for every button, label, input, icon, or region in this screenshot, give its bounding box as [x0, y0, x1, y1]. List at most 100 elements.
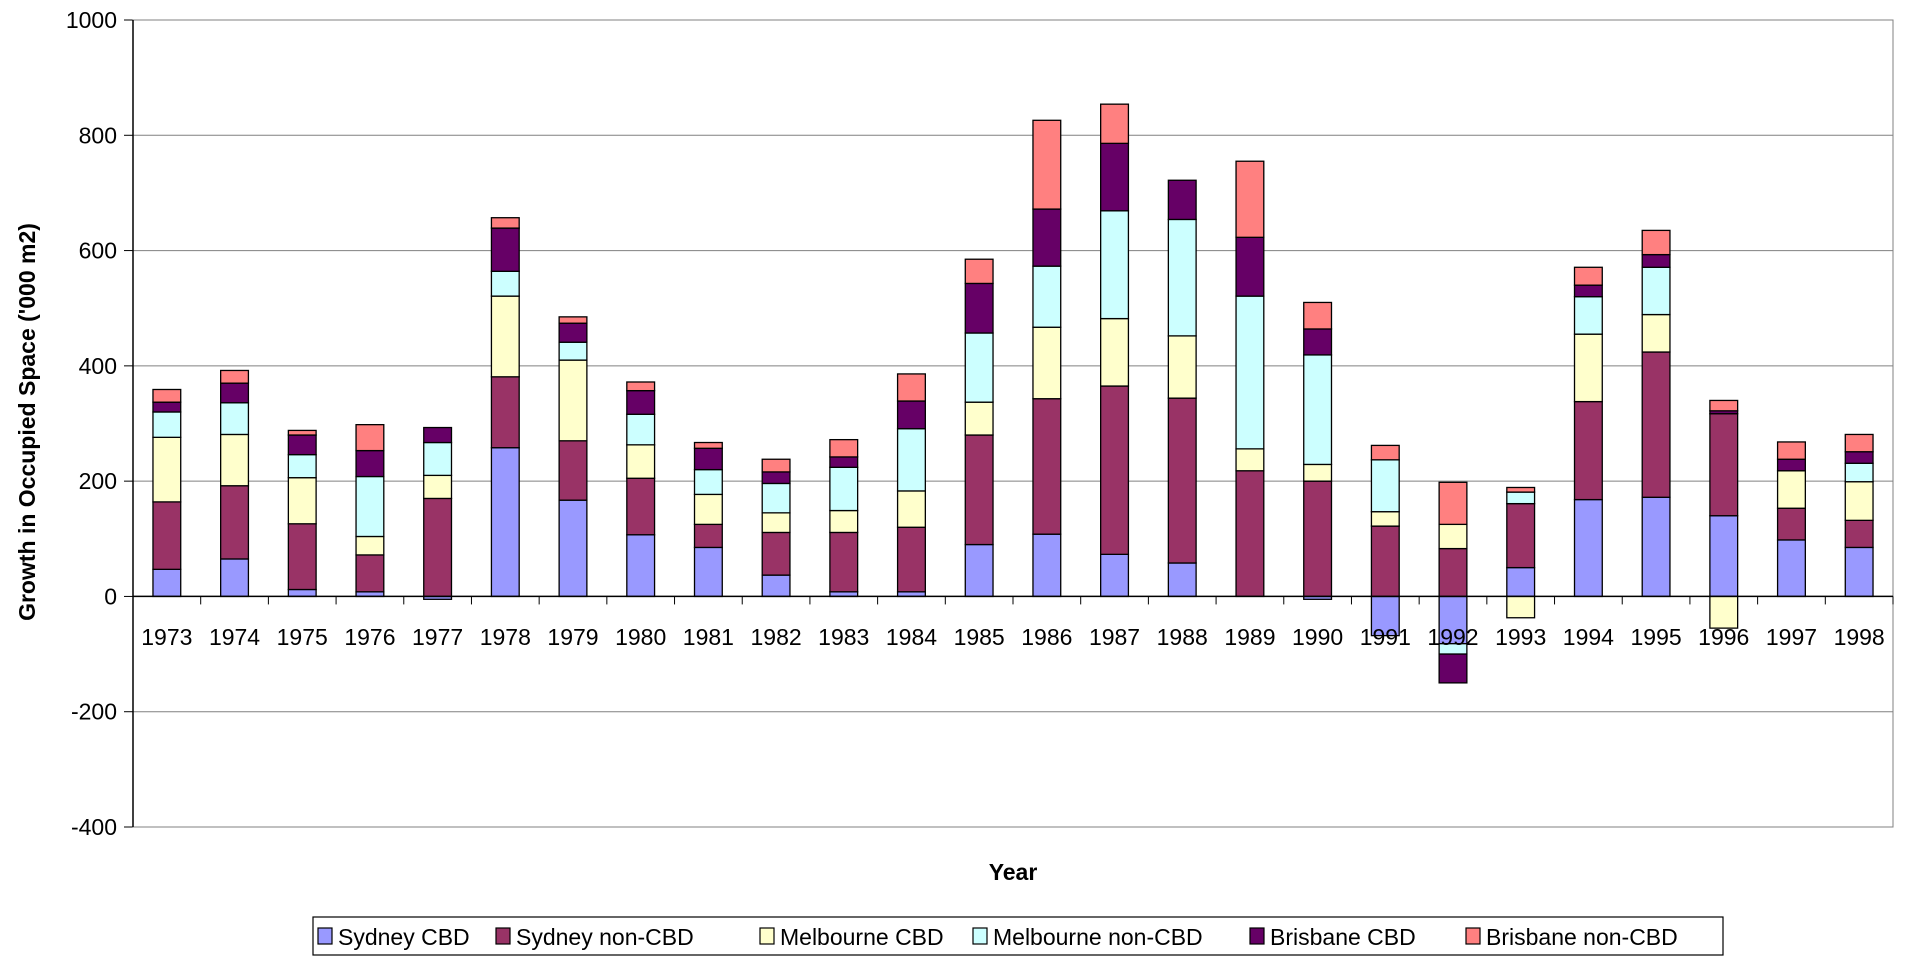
- bar-segment: [1303, 354, 1333, 466]
- legend-label: Brisbane CBD: [1270, 924, 1416, 950]
- bar-segment: [1438, 547, 1468, 598]
- bar-segment: [1032, 398, 1062, 535]
- bar-segment: [1844, 546, 1874, 598]
- bar-segment: [1438, 653, 1468, 684]
- bar-segment: [1235, 236, 1265, 297]
- bar-segment: [626, 477, 656, 536]
- y-tick-label: 0: [104, 583, 117, 609]
- bar-segment: [423, 474, 453, 500]
- bar-segment: [1370, 595, 1400, 637]
- x-tick-label: 1992: [1427, 624, 1478, 650]
- bar-segment: [1709, 413, 1739, 517]
- bar-segment: [1506, 502, 1536, 569]
- y-tick-label: -200: [71, 699, 117, 725]
- x-tick-label: 1995: [1630, 624, 1681, 650]
- bar-segment: [964, 332, 994, 403]
- bar-segment: [1709, 595, 1739, 629]
- bar-segment: [1235, 160, 1265, 238]
- bar-segment: [1032, 119, 1062, 210]
- x-tick-label: 1987: [1089, 624, 1140, 650]
- bar-segment: [1100, 553, 1130, 598]
- x-tick-label: 1998: [1834, 624, 1885, 650]
- bar-segment: [693, 523, 723, 549]
- x-tick-label: 1978: [480, 624, 531, 650]
- bar-segment: [829, 438, 859, 458]
- x-tick-label: 1993: [1495, 624, 1546, 650]
- x-tick-label: 1984: [886, 624, 937, 650]
- bar-segment: [896, 428, 926, 492]
- y-axis-title: Growth in Occupied Space ('000 m2): [14, 223, 40, 621]
- bar-segment: [220, 433, 250, 487]
- bar-segment: [152, 411, 182, 438]
- bar-segment: [287, 429, 317, 436]
- x-tick-label: 1994: [1563, 624, 1614, 650]
- bar-segment: [896, 373, 926, 402]
- bar-segment: [220, 485, 250, 560]
- bar-segment: [1573, 498, 1603, 598]
- bar-segment: [1844, 481, 1874, 521]
- bar-segment: [1641, 496, 1671, 598]
- legend-swatch: [317, 927, 333, 945]
- bar-segment: [1573, 266, 1603, 286]
- x-tick-label: 1981: [683, 624, 734, 650]
- bar-segment: [896, 490, 926, 528]
- bar-segment: [1844, 433, 1874, 453]
- y-tick-label: 400: [79, 353, 117, 379]
- plot-border: [132, 19, 1894, 828]
- legend-label: Brisbane non-CBD: [1486, 924, 1678, 950]
- bar-segment: [1573, 400, 1603, 501]
- bar-segment: [1776, 458, 1806, 472]
- gridlines: [124, 19, 1893, 828]
- bar-segment: [761, 512, 791, 534]
- bar-segment: [490, 270, 520, 297]
- y-tick-label: -400: [71, 814, 117, 840]
- bar-segment: [761, 574, 791, 598]
- x-tick-label: 1990: [1292, 624, 1343, 650]
- bar-segment: [152, 568, 182, 598]
- bar-segment: [693, 493, 723, 526]
- bar-segment: [626, 389, 656, 415]
- bar-segment: [220, 382, 250, 404]
- bar-segment: [1235, 448, 1265, 472]
- x-tick-label: 1988: [1157, 624, 1208, 650]
- bar-segment: [1438, 595, 1468, 645]
- bar-segment: [152, 401, 182, 413]
- bar-segment: [693, 546, 723, 598]
- bar-segment: [896, 526, 926, 593]
- bar-segment: [423, 497, 453, 598]
- bar-segment: [1438, 523, 1468, 550]
- bar-segment: [1370, 525, 1400, 598]
- bar-segment: [761, 482, 791, 514]
- bar-segment: [1506, 595, 1536, 619]
- legend: Sydney CBD Sydney non-CBD Melbourne CBD Mel…: [312, 916, 1724, 956]
- x-tick-label: 1991: [1360, 624, 1411, 650]
- y-tick-label: 600: [79, 238, 117, 264]
- bar-segment: [220, 402, 250, 436]
- x-tick-label: 1976: [344, 624, 395, 650]
- bar-segment: [1641, 266, 1671, 316]
- bar-segment: [626, 413, 656, 446]
- y-tick-label: 1000: [66, 7, 117, 33]
- x-tick-label: 1996: [1698, 624, 1749, 650]
- bar-segment: [355, 554, 385, 593]
- bar-segment: [1573, 296, 1603, 335]
- legend-swatch: [1465, 927, 1481, 945]
- bar-segment: [287, 434, 317, 456]
- bar-segment: [964, 543, 994, 598]
- bar-segment: [1776, 539, 1806, 598]
- bar-segment: [220, 369, 250, 384]
- bar-segment: [1641, 229, 1671, 256]
- bar-segment: [558, 316, 588, 324]
- bar-segment: [1641, 253, 1671, 268]
- bar-segment: [761, 458, 791, 473]
- bar-segment: [693, 441, 723, 449]
- bar-segment: [964, 401, 994, 436]
- bar-segment: [1303, 480, 1333, 598]
- legend-swatch: [1249, 927, 1265, 945]
- bar-segment: [829, 531, 859, 593]
- legend-swatch: [495, 927, 511, 945]
- x-tick-label: 1979: [547, 624, 598, 650]
- bar-segment: [1506, 486, 1536, 493]
- legend-label: Sydney non-CBD: [516, 924, 694, 950]
